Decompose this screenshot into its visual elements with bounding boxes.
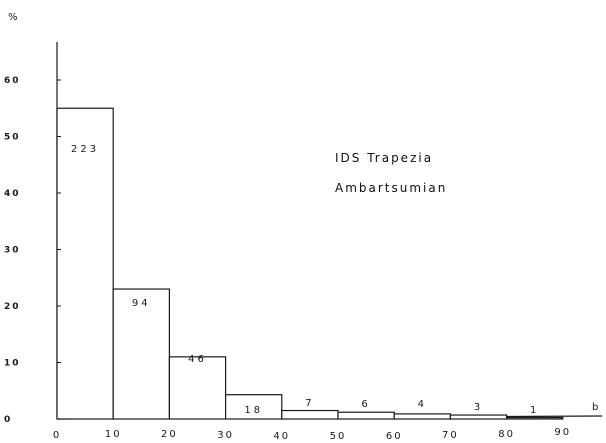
y-tick-label-60: 60 (4, 76, 21, 86)
y-tick-label-20: 20 (4, 302, 21, 312)
x-tick-label-60: 60 (386, 431, 403, 442)
x-tick-label-30: 30 (217, 430, 234, 441)
bar-count-label-80: 1 (530, 405, 539, 416)
x-tick-label-80: 80 (498, 429, 515, 440)
y-tick-label-30: 30 (4, 246, 21, 256)
bar-count-label-60: 4 (418, 399, 427, 410)
bar-0-10 (56, 107, 114, 420)
x-tick-label-40: 40 (273, 431, 290, 442)
bar-60-70 (393, 413, 452, 420)
bar-50-60 (337, 411, 395, 420)
x-tick-label-70: 70 (442, 430, 459, 441)
x-ticks-group: 0 10 20 30 40 50 60 70 80 90 (53, 427, 571, 442)
annotation-line-1: IDS Trapezia (335, 151, 433, 165)
bar-count-label-40: 7 (305, 398, 314, 409)
y-ticks-group: 0 10 20 30 40 50 60 (4, 76, 61, 425)
x-tick-label-50: 50 (330, 431, 347, 442)
bar-count-label-30: 18 (244, 405, 263, 416)
bar-40-50 (281, 409, 339, 420)
x-tick-label-20: 20 (161, 429, 178, 440)
y-tick-label-0: 0 (4, 415, 12, 425)
bar-80-90 (506, 416, 564, 420)
bars-group (56, 107, 564, 420)
x-axis-label: b (592, 402, 600, 413)
bar-count-label-20: 46 (188, 354, 207, 365)
bar-count-label-0: 223 (71, 144, 99, 155)
x-tick-label-0: 0 (53, 430, 61, 441)
bar-count-label-10: 94 (132, 298, 151, 309)
y-tick-label-50: 50 (4, 133, 21, 143)
y-tick-label-40: 40 (4, 189, 21, 199)
y-axis-label: % (8, 12, 20, 23)
y-tick-label-10: 10 (4, 359, 21, 369)
bar-70-80 (449, 414, 508, 420)
bar-labels-group: 223 94 46 18 7 6 4 3 1 (71, 144, 539, 416)
bar-count-label-70: 3 (474, 402, 483, 413)
x-tick-label-90: 90 (554, 427, 571, 438)
bar-count-label-50: 6 (361, 399, 370, 410)
bar-10-20 (112, 288, 170, 420)
annotation-line-2: Ambartsumian (335, 181, 447, 195)
bar-30-40 (225, 394, 283, 420)
bar-20-30 (168, 356, 227, 420)
x-tick-label-10: 10 (105, 429, 122, 440)
